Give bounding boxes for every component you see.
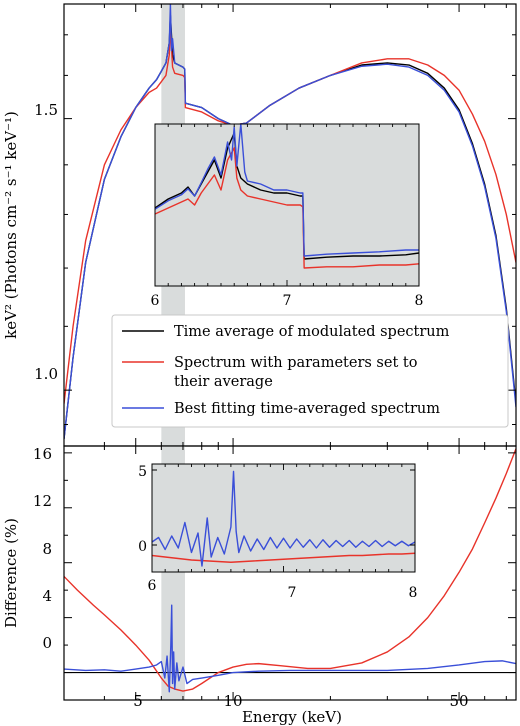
bottom-ytick-label-8: 8 [42, 540, 52, 558]
bottom-inset-xtick-label-7: 7 [288, 585, 297, 601]
bottom-inset-ticks [151, 464, 416, 572]
top-inset-series-line-2 [155, 124, 419, 257]
bottom-inset-series-group [152, 470, 415, 567]
top-inset-xtick-label-6: 6 [151, 293, 160, 309]
legend-label-black: Time average of modulated spectrum [174, 324, 450, 340]
bottom-xlabel: Energy (keV) [242, 708, 342, 726]
top-ylabel: keV² (Photons cm⁻² s⁻¹ keV⁻¹) [2, 111, 20, 339]
top-ticks [63, 4, 516, 446]
bottom-inset-series-line-0 [152, 552, 415, 563]
legend: Time average of modulated spectrum Spect… [111, 314, 509, 428]
bottom-ytick-label-0: 0 [42, 634, 52, 652]
legend-label-red-line2: their average [174, 374, 273, 390]
legend-label-red-line1: Spectrum with parameters set to [174, 355, 417, 371]
bottom-axes-frame [63, 445, 517, 701]
bottom-inset-xtick-label-6: 6 [148, 578, 157, 594]
bottom-inset-background [152, 464, 415, 572]
bottom-series-line-1 [64, 448, 516, 692]
top-inset: 6 7 8 [151, 123, 424, 309]
bottom-inset-xtick-label-8: 8 [409, 585, 418, 601]
bottom-ticks [63, 446, 516, 700]
legend-label-blue: Best fitting time-averaged spectrum [174, 401, 440, 417]
top-ytick-label-1.0: 1.0 [34, 365, 58, 383]
top-inset-ticks [154, 124, 420, 286]
top-inset-xtick-label-7: 7 [283, 293, 292, 309]
bottom-inset-series-line-1 [152, 470, 415, 567]
top-ytick-label-1.5: 1.5 [34, 101, 58, 119]
bottom-xtick-label-5: 5 [133, 692, 143, 710]
legend-box [111, 314, 509, 428]
top-series-line-2 [64, 4, 516, 439]
bottom-inset-ytick-label-0: 0 [138, 539, 147, 555]
bottom-ytick-label-12: 12 [33, 492, 52, 510]
bottom-inset: 5 0 6 7 8 [138, 463, 418, 601]
bottom-ylabel: Difference (%) [2, 518, 20, 628]
bottom-xtick-label-10: 10 [223, 692, 242, 710]
bottom-ytick-label-4: 4 [42, 587, 52, 605]
top-inset-series-group [155, 124, 419, 269]
bottom-inset-ytick-label-5: 5 [138, 464, 147, 480]
top-inset-xtick-label-8: 8 [415, 293, 424, 309]
top-series-line-1 [64, 26, 516, 404]
bottom-ytick-label-16: 16 [33, 445, 52, 463]
bottom-series-group [64, 448, 516, 693]
top-series-group [64, 4, 516, 439]
bottom-series-line-2 [64, 604, 516, 693]
top-inset-series-line-1 [155, 147, 419, 269]
bottom-xtick-label-50: 50 [449, 692, 468, 710]
